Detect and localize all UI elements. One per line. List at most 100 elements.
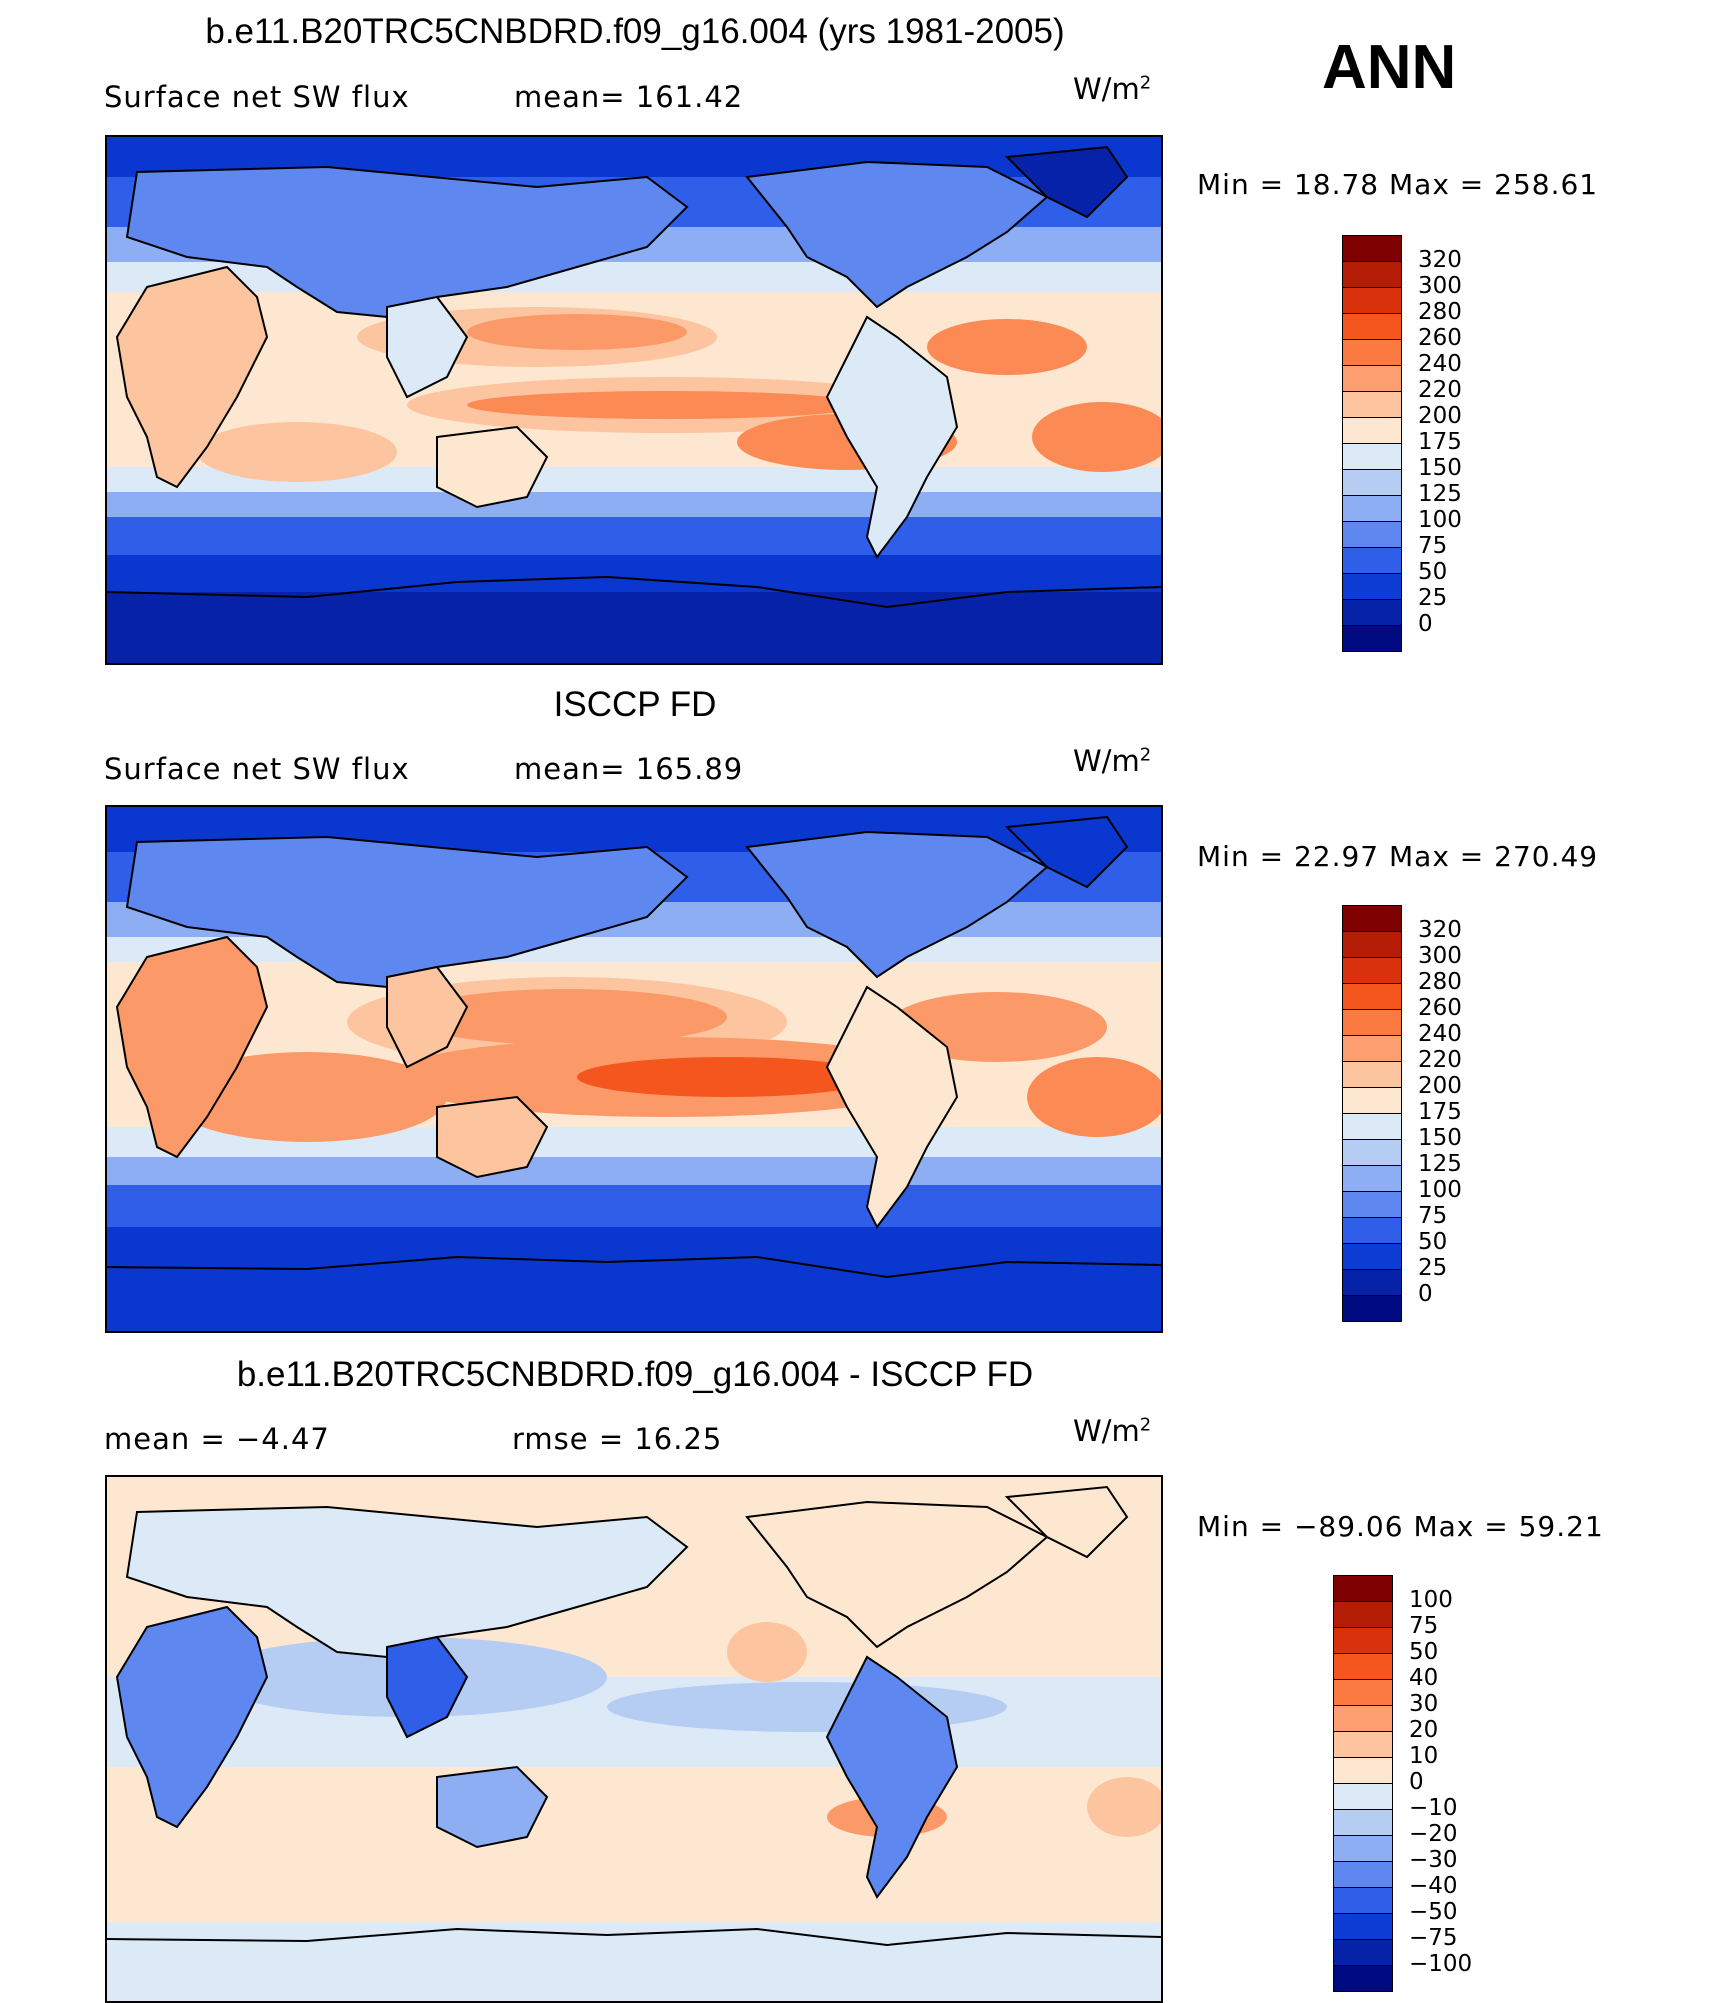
colorbar-tick-label: −75	[1409, 1925, 1458, 1951]
panel1-map	[105, 135, 1163, 665]
panel2-title: ISCCP FD	[553, 685, 717, 724]
colorbar-tick-label: −40	[1409, 1873, 1458, 1899]
colorbar-swatch	[1342, 931, 1402, 958]
colorbar-tick-label: 30	[1409, 1691, 1439, 1717]
colorbar-tick-label: −20	[1409, 1821, 1458, 1847]
colorbar-swatch	[1342, 599, 1402, 626]
colorbar-swatch	[1342, 1061, 1402, 1088]
season-label: ANN	[1322, 33, 1457, 102]
colorbar-tick-label: 0	[1418, 1281, 1433, 1307]
colorbar-swatch	[1333, 1601, 1393, 1628]
colorbar-swatch	[1333, 1653, 1393, 1680]
colorbar-tick-label: 220	[1418, 1047, 1462, 1073]
colorbar-tick-label: 10	[1409, 1743, 1439, 1769]
colorbar-tick-label: 125	[1418, 481, 1462, 507]
colorbar-tick-label: 175	[1418, 1099, 1462, 1125]
colorbar-swatch	[1342, 365, 1402, 392]
colorbar-tick-label: 0	[1409, 1769, 1424, 1795]
panel3-rmse-label: rmse = 16.25	[512, 1422, 723, 1456]
colorbar-tick-label: 40	[1409, 1665, 1439, 1691]
colorbar-tick-label: 50	[1418, 559, 1448, 585]
colorbar-swatch	[1342, 1269, 1402, 1296]
colorbar-swatch	[1333, 1757, 1393, 1784]
colorbar-tick-label: 100	[1418, 507, 1462, 533]
panel3-mean-label: mean = −4.47	[104, 1422, 330, 1456]
colorbar-tick-label: 50	[1418, 1229, 1448, 1255]
colorbar-tick-label: −50	[1409, 1899, 1458, 1925]
colorbar-swatch	[1342, 1087, 1402, 1114]
panel1-units: W/m2	[1073, 72, 1152, 106]
colorbar-tick-label: 200	[1418, 1073, 1462, 1099]
colorbar-swatch	[1342, 339, 1402, 366]
colorbar-tick-label: −100	[1409, 1951, 1473, 1977]
colorbar-swatch	[1342, 1139, 1402, 1166]
colorbar-swatch	[1333, 1783, 1393, 1810]
colorbar-swatch	[1333, 1679, 1393, 1706]
colorbar-swatch	[1333, 1731, 1393, 1758]
colorbar-swatch	[1333, 1627, 1393, 1654]
colorbar-tick-label: −10	[1409, 1795, 1458, 1821]
colorbar-tick-label: 320	[1418, 247, 1462, 273]
colorbar-tick-label: 240	[1418, 351, 1462, 377]
colorbar-tick-label: 75	[1418, 533, 1448, 559]
panel1-colorbar: 320 300 280 260 240 220 200 175 150 125 100 75 50 25 0	[1342, 235, 1542, 655]
colorbar-swatch	[1342, 417, 1402, 444]
colorbar-swatch	[1342, 1035, 1402, 1062]
colorbar-tick-label: 50	[1409, 1639, 1439, 1665]
colorbar-tick-label: 25	[1418, 1255, 1448, 1281]
colorbar-swatch	[1342, 957, 1402, 984]
panel1-field-label: Surface net SW flux	[104, 80, 410, 114]
colorbar-swatch	[1333, 1965, 1393, 1992]
panel2-units: W/m2	[1073, 744, 1152, 778]
colorbar-swatch	[1342, 1295, 1402, 1322]
colorbar-tick-label: 260	[1418, 325, 1462, 351]
panel3-units: W/m2	[1073, 1414, 1152, 1448]
colorbar-tick-label: 150	[1418, 1125, 1462, 1151]
colorbar-swatch	[1342, 391, 1402, 418]
colorbar-tick-label: 320	[1418, 917, 1462, 943]
colorbar-swatch	[1342, 261, 1402, 288]
colorbar-swatch	[1342, 1165, 1402, 1192]
colorbar-swatch	[1333, 1575, 1393, 1602]
colorbar-swatch	[1342, 469, 1402, 496]
colorbar-swatch	[1333, 1809, 1393, 1836]
colorbar-tick-label: 175	[1418, 429, 1462, 455]
colorbar-tick-label: 125	[1418, 1151, 1462, 1177]
panel2-map	[105, 805, 1163, 1333]
colorbar-tick-label: 0	[1418, 611, 1433, 637]
colorbar-swatch	[1333, 1887, 1393, 1914]
panel1-mean-label: mean= 161.42	[514, 80, 744, 114]
panel3-minmax: Min = −89.06 Max = 59.21	[1197, 1510, 1604, 1543]
colorbar-swatch	[1342, 573, 1402, 600]
colorbar-tick-label: 280	[1418, 969, 1462, 995]
colorbar-swatch	[1342, 1243, 1402, 1270]
colorbar-tick-label: 240	[1418, 1021, 1462, 1047]
colorbar-tick-label: 300	[1418, 273, 1462, 299]
colorbar-tick-label: 260	[1418, 995, 1462, 1021]
colorbar-swatch	[1333, 1939, 1393, 1966]
colorbar-swatch	[1342, 625, 1402, 652]
colorbar-swatch	[1342, 547, 1402, 574]
colorbar-swatch	[1342, 495, 1402, 522]
colorbar-tick-label: 220	[1418, 377, 1462, 403]
panel2-minmax: Min = 22.97 Max = 270.49	[1197, 840, 1599, 873]
colorbar-tick-label: −30	[1409, 1847, 1458, 1873]
colorbar-tick-label: 200	[1418, 403, 1462, 429]
panel2-colorbar: 320 300 280 260 240 220 200 175 150 125 100 75 50 25 0	[1342, 905, 1542, 1325]
colorbar-swatch	[1342, 905, 1402, 932]
panel2-field-label: Surface net SW flux	[104, 752, 410, 786]
colorbar-swatch	[1342, 983, 1402, 1010]
colorbar-swatch	[1342, 443, 1402, 470]
colorbar-swatch	[1342, 1191, 1402, 1218]
panel2-mean-label: mean= 165.89	[514, 752, 744, 786]
colorbar-swatch	[1342, 1009, 1402, 1036]
panel3-map	[105, 1475, 1163, 2003]
colorbar-swatch	[1342, 1113, 1402, 1140]
colorbar-swatch	[1342, 287, 1402, 314]
colorbar-swatch	[1342, 235, 1402, 262]
colorbar-tick-label: 150	[1418, 455, 1462, 481]
colorbar-tick-label: 25	[1418, 585, 1448, 611]
panel1-title: b.e11.B20TRC5CNBDRD.f09_g16.004 (yrs 198…	[205, 12, 1065, 51]
colorbar-tick-label: 280	[1418, 299, 1462, 325]
panel1-minmax: Min = 18.78 Max = 258.61	[1197, 168, 1599, 201]
